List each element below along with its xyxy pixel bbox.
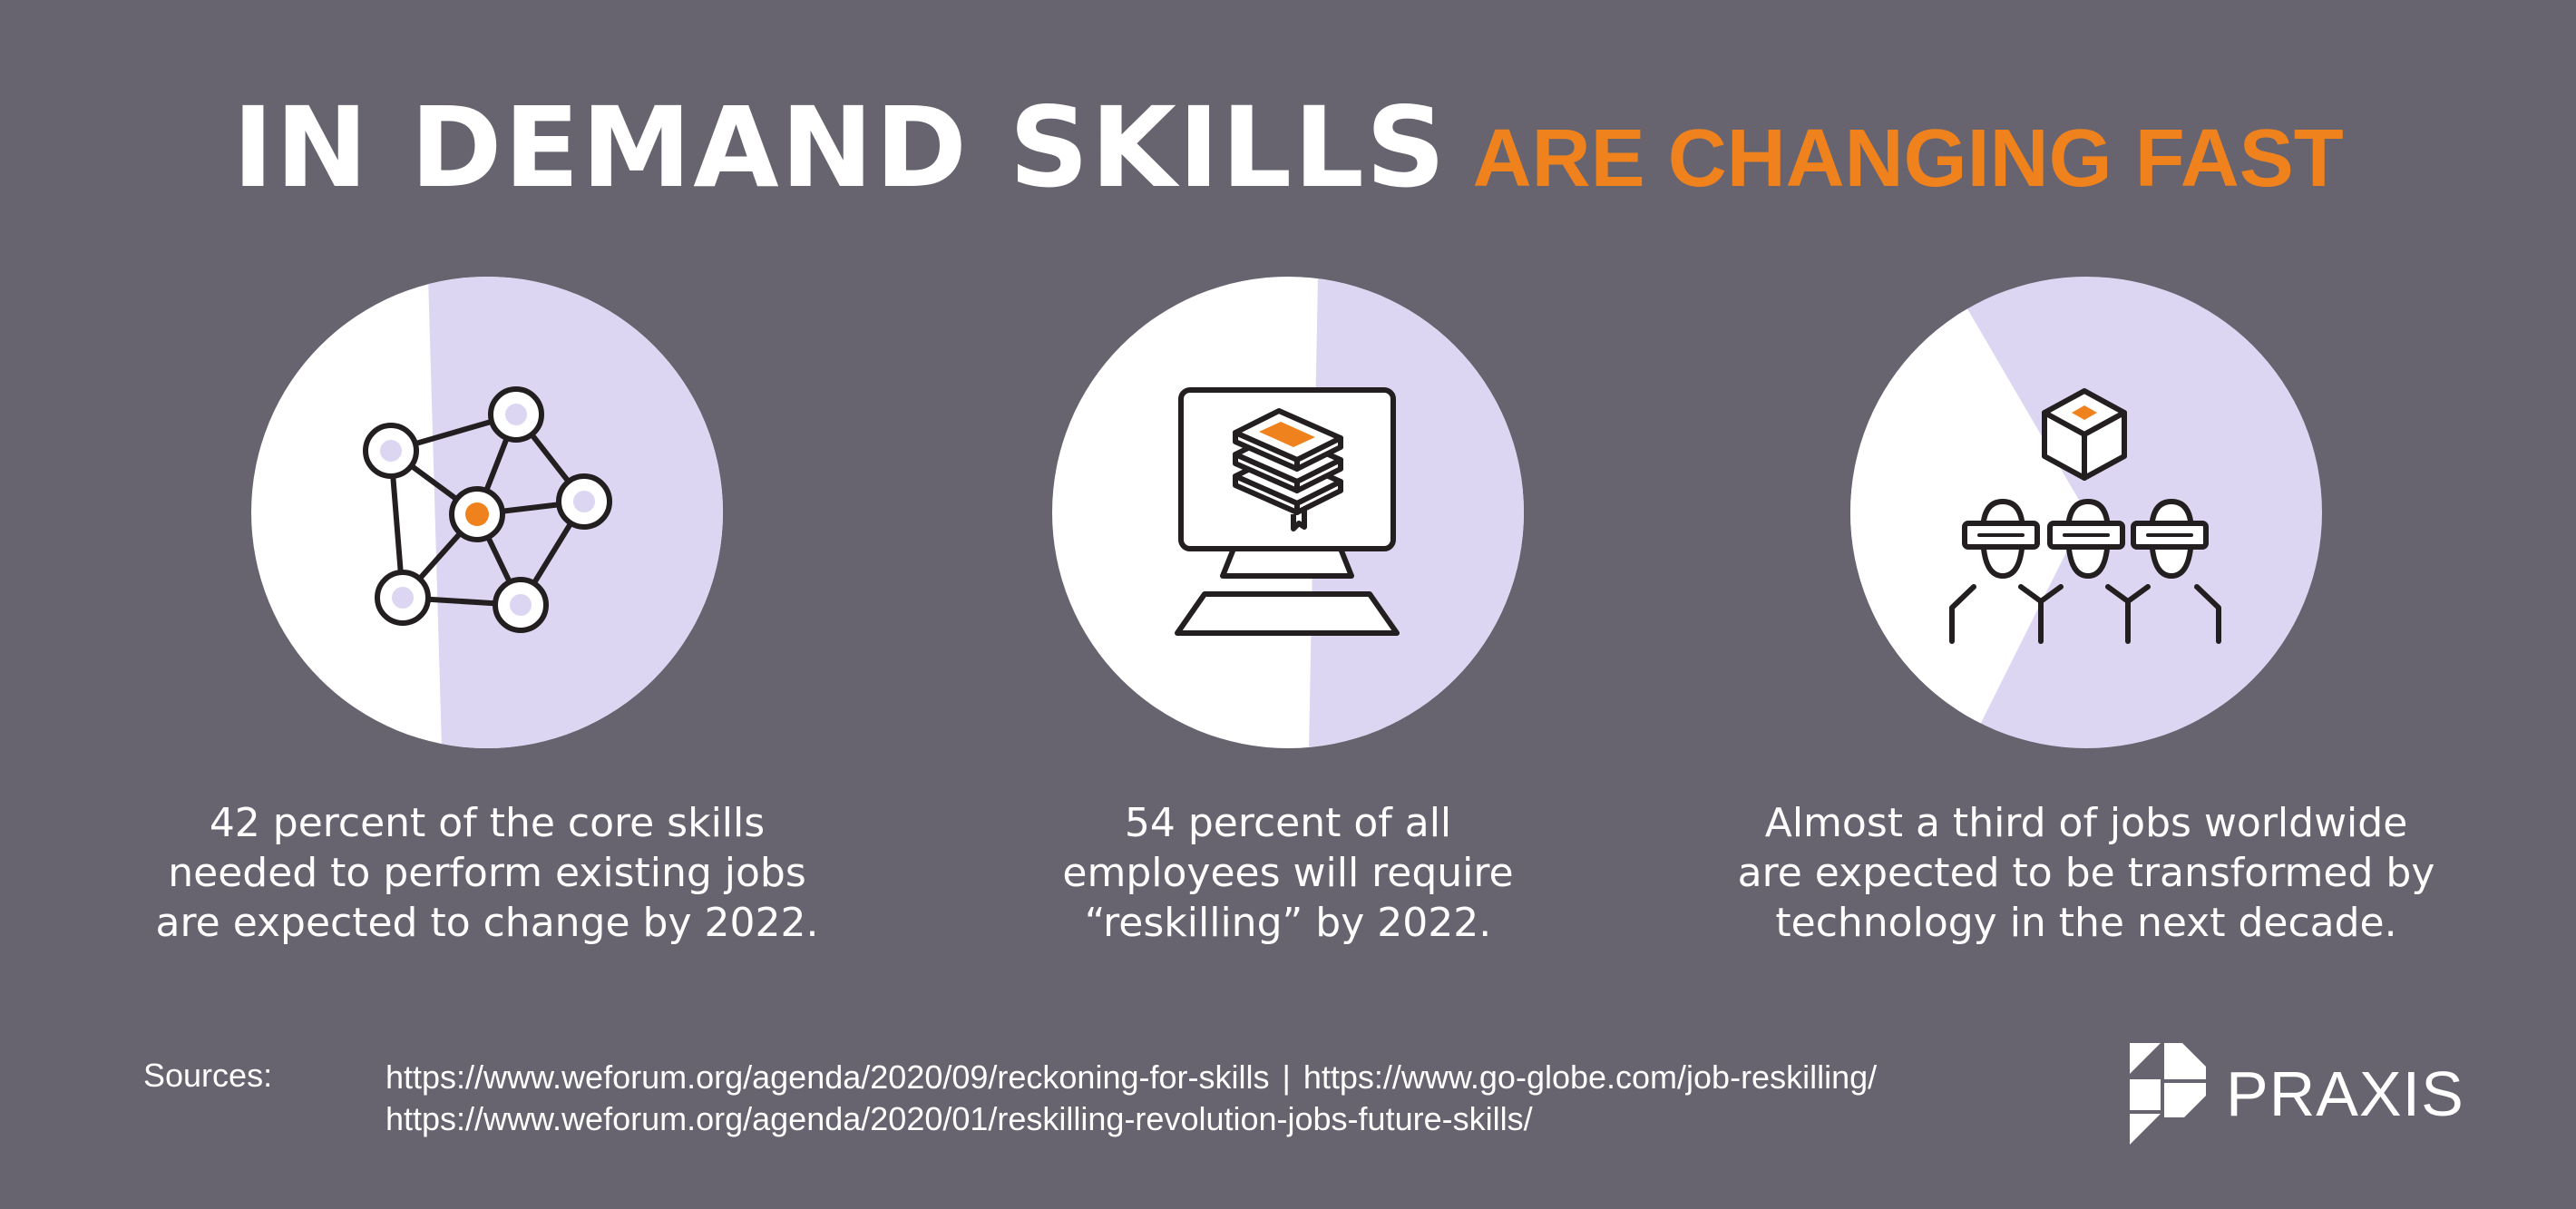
card-2-text: 54 percent of all employees will require… (880, 798, 1696, 948)
card-2-line-3: “reskilling” by 2022. (1084, 900, 1492, 946)
skills-pie-1 (251, 277, 723, 748)
page-title: IN DEMAND SKILLS ARE CHANGING FAST (0, 83, 2576, 212)
source-link-3[interactable]: https://www.weforum.org/agenda/2020/01/r… (385, 1100, 1533, 1137)
network-nodes-icon (363, 386, 612, 633)
card-1-text: 42 percent of the core skills needed to … (79, 798, 895, 948)
computer-books-icon (1175, 387, 1400, 636)
card-3-line-3: technology in the next decade. (1775, 900, 2397, 946)
logo-text: PRAXIS (2226, 1058, 2464, 1129)
card-1-line-1: 42 percent of the core skills (209, 800, 766, 846)
card-3-line-1: Almost a third of jobs worldwide (1764, 800, 2408, 846)
sources-list: https://www.weforum.org/agenda/2020/09/r… (385, 1057, 1877, 1140)
card-2-line-1: 54 percent of all (1124, 800, 1452, 846)
source-link-2[interactable]: https://www.go-globe.com/job-reskilling/ (1303, 1058, 1878, 1096)
card-3-text: Almost a third of jobs worldwide are exp… (1678, 798, 2494, 948)
title-main: IN DEMAND SKILLS (232, 83, 1448, 212)
card-1-line-2: needed to perform existing jobs (168, 850, 806, 896)
sources-line-1: https://www.weforum.org/agenda/2020/09/r… (385, 1057, 1877, 1098)
source-link-1[interactable]: https://www.weforum.org/agenda/2020/09/r… (385, 1058, 1270, 1096)
card-3-line-2: are expected to be transformed by (1737, 850, 2435, 896)
card-2-line-2: employees will require (1062, 850, 1514, 896)
praxis-logo: PRAXIS (2130, 1043, 2464, 1145)
sources-label: Sources: (143, 1057, 273, 1094)
skills-pie-3 (1850, 277, 2322, 748)
sources-line-2: https://www.weforum.org/agenda/2020/01/r… (385, 1098, 1877, 1140)
pie-chart-1 (251, 277, 723, 748)
card-1-line-3: are expected to change by 2022. (155, 900, 819, 946)
praxis-logo-icon (2130, 1043, 2206, 1145)
source-separator: | (1282, 1058, 1291, 1096)
pie-slice (1850, 295, 2086, 748)
pie-chart-3 (1850, 277, 2322, 748)
pie-chart-2 (1052, 277, 1524, 748)
skills-pie-2 (1052, 277, 1524, 748)
title-sub: ARE CHANGING FAST (1472, 113, 2344, 204)
vr-people-cube-icon (1949, 388, 2221, 644)
